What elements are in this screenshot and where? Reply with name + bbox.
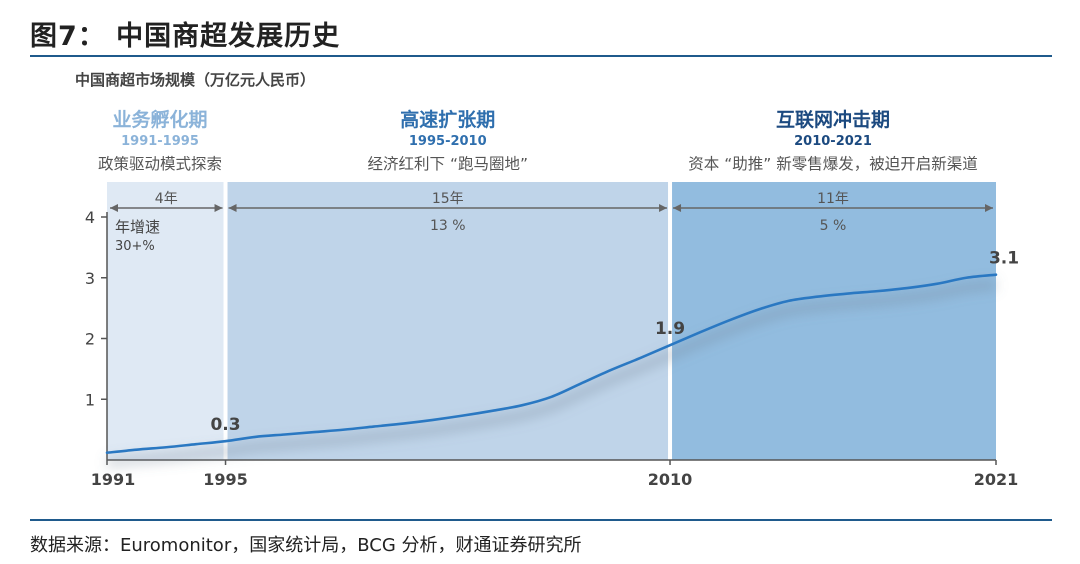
value-label-2: 1.9: [655, 319, 685, 339]
x-tick-label-2: 1995: [203, 470, 248, 489]
phase-duration-1: 4年: [155, 191, 178, 207]
footer-divider: [30, 519, 1052, 521]
duration-arrowhead-right-3: [985, 204, 993, 212]
series-line-shadow: [106, 280, 997, 468]
phase-description-3: 资本 “助推” 新零售爆发，被迫开启新渠道: [688, 154, 977, 173]
phase-years-3: 2010-2021: [794, 134, 872, 149]
phase-growth-title-1: 年增速: [115, 218, 160, 236]
y-tick-label-1: 1: [85, 390, 95, 409]
phase-years-1: 1991-1995: [121, 134, 199, 149]
phase-description-1: 政策驱动模式探索: [98, 155, 222, 173]
duration-arrowhead-left-1: [110, 204, 118, 212]
source-note: 数据来源：Euromonitor，国家统计局，BCG 分析，财通证券研究所: [30, 535, 582, 556]
phase-separator-1: [223, 182, 228, 460]
phase-growth-2: 13 %: [430, 218, 466, 234]
x-tick-label-4: 2021: [974, 470, 1019, 489]
duration-arrowhead-right-2: [659, 204, 668, 212]
phase-band-1: [107, 182, 226, 460]
duration-arrowhead-left-2: [228, 204, 237, 212]
title-divider: [30, 55, 1052, 57]
phase-title-1: 业务孵化期: [112, 108, 207, 131]
value-label-3: 3.1: [989, 249, 1019, 269]
figure-title: 图7： 中国商超发展历史: [30, 21, 341, 52]
y-tick-label-2: 2: [85, 330, 95, 349]
duration-arrowhead-left-3: [673, 204, 682, 212]
duration-arrowhead-right-1: [214, 204, 223, 212]
phase-band-2: [225, 182, 671, 460]
phase-title-2: 高速扩张期: [400, 108, 495, 131]
phase-years-2: 1995-2010: [409, 134, 487, 149]
phase-growth-1: 30+%: [115, 239, 155, 254]
phase-separator-2: [668, 182, 673, 460]
x-tick-label-1: 1991: [91, 470, 136, 489]
market-size-chart: 业务孵化期 1991-1995 政策驱动模式探索 高速扩张期 1995-2010 经济红利…: [75, 71, 1019, 489]
y-tick-label-4: 4: [85, 208, 95, 227]
phase-duration-3: 11年: [817, 191, 849, 207]
phase-growth-3: 5 %: [820, 218, 847, 234]
y-tick-label-3: 3: [85, 269, 95, 288]
phase-duration-2: 15年: [432, 191, 464, 207]
phase-title-3: 互联网冲击期: [776, 108, 890, 131]
x-tick-label-3: 2010: [648, 470, 693, 489]
value-label-1: 0.3: [210, 415, 240, 435]
y-axis-title: 中国商超市场规模（万亿元人民币）: [75, 71, 315, 89]
phase-description-2: 经济红利下 “跑马圈地”: [368, 155, 529, 173]
